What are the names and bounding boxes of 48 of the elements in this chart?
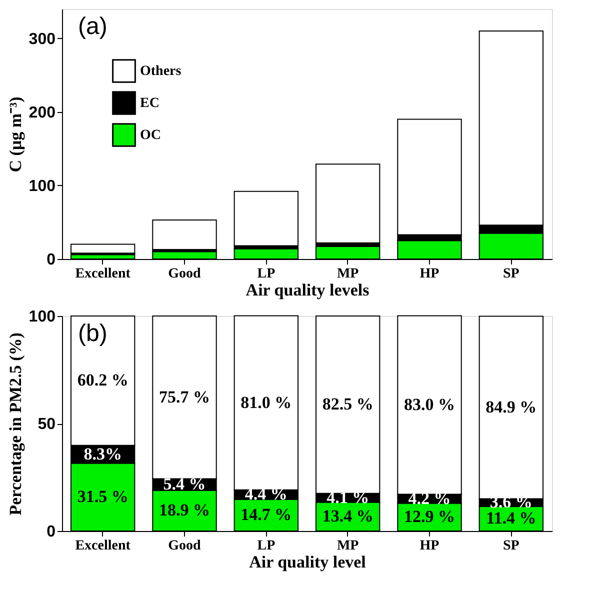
x-tick-label: Good bbox=[168, 538, 202, 554]
y-tick-label: 100 bbox=[28, 308, 56, 326]
data-label: 4.2 % bbox=[408, 488, 451, 508]
y-axis-title: C (μg m⁻³) bbox=[6, 96, 25, 172]
x-tick-label: HP bbox=[420, 538, 440, 554]
annotation: (b) bbox=[78, 320, 108, 347]
y-tick-label: 200 bbox=[28, 104, 56, 122]
y-tick-label: 100 bbox=[28, 178, 56, 195]
data-label: 82.5 % bbox=[322, 394, 374, 414]
bar bbox=[315, 164, 380, 244]
data-label: 5.4 % bbox=[163, 474, 206, 494]
bar bbox=[152, 220, 217, 250]
data-label: 83.0 % bbox=[404, 395, 455, 414]
legend-label: EC bbox=[140, 96, 160, 111]
data-label: 13.4 % bbox=[322, 506, 374, 526]
data-label: 81.0 % bbox=[240, 392, 292, 412]
y-tick-label: 50 bbox=[38, 416, 56, 433]
bar bbox=[234, 190, 299, 246]
x-tick-label: LP bbox=[257, 538, 276, 554]
data-label: 14.7 % bbox=[240, 505, 292, 524]
x-tick-label: Excellent bbox=[75, 266, 131, 282]
data-label: 8.3% bbox=[84, 444, 122, 464]
legend-label: OC bbox=[140, 128, 161, 143]
data-label: 4.4 % bbox=[244, 484, 288, 504]
x-axis-title: Air quality levels bbox=[246, 280, 370, 300]
data-label: 60.2 % bbox=[77, 370, 128, 390]
data-label: 75.7 % bbox=[159, 387, 210, 406]
data-label: 18.9 % bbox=[159, 500, 210, 520]
data-label: 11.4 % bbox=[486, 508, 536, 528]
annotation: (a) bbox=[78, 13, 108, 40]
y-tick-label: 0 bbox=[46, 524, 56, 540]
data-label: 84.9 % bbox=[486, 397, 537, 416]
y-tick-label: 0 bbox=[46, 252, 56, 268]
x-tick-label: HP bbox=[420, 266, 440, 282]
data-label: 31.5 % bbox=[77, 487, 128, 506]
x-tick-label: SP bbox=[502, 266, 520, 282]
x-tick-label: MP bbox=[336, 538, 360, 554]
x-axis-title: Air quality level bbox=[249, 552, 366, 572]
y-axis-title: Percentage in PM2.5 (%) bbox=[6, 332, 25, 516]
x-tick-label: MP bbox=[336, 266, 360, 282]
data-label: 4.1 % bbox=[326, 488, 370, 507]
x-tick-label: Good bbox=[168, 266, 202, 282]
x-tick-label: Excellent bbox=[75, 538, 131, 554]
legend-label: Others bbox=[140, 64, 182, 79]
x-tick-label: LP bbox=[257, 266, 276, 282]
x-tick-label: SP bbox=[502, 538, 520, 554]
y-tick-label: 300 bbox=[28, 30, 56, 48]
data-label: 12.9 % bbox=[404, 507, 455, 526]
